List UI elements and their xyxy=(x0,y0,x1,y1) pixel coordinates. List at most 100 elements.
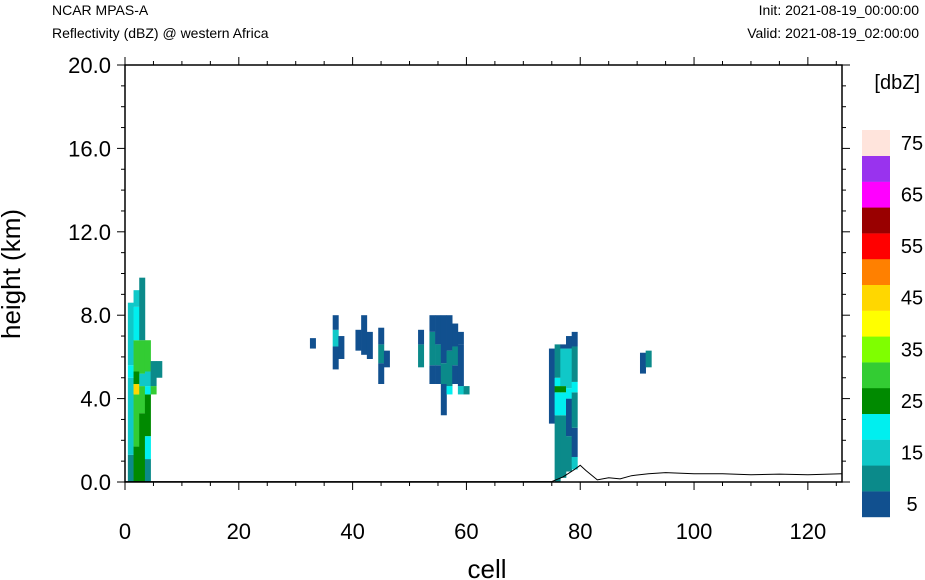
reflectivity-cell xyxy=(554,344,561,378)
reflectivity-cell xyxy=(446,315,453,351)
colorbar-label: 65 xyxy=(901,185,923,207)
x-tick-label: 80 xyxy=(568,519,592,544)
colorbar-swatch xyxy=(862,310,890,337)
colorbar-title: [dbZ] xyxy=(874,72,920,94)
reflectivity-cell xyxy=(440,384,447,416)
colorbar xyxy=(862,130,890,518)
reflectivity-cell xyxy=(378,344,385,364)
reflectivity-cell xyxy=(144,340,151,372)
reflectivity-cell xyxy=(332,315,339,330)
reflectivity-cell xyxy=(127,377,134,455)
x-tick-label: 0 xyxy=(119,519,131,544)
reflectivity-cell xyxy=(440,363,447,384)
x-tick-label: 100 xyxy=(676,519,713,544)
reflectivity-cell xyxy=(378,327,385,345)
reflectivity-cell xyxy=(144,371,151,387)
reflectivity-cell xyxy=(139,373,146,387)
reflectivity-cell xyxy=(361,315,368,355)
colorbar-label: 45 xyxy=(901,288,923,310)
y-tick-label: 8.0 xyxy=(80,303,111,328)
reflectivity-cell xyxy=(139,386,146,414)
x-axis-label: cell xyxy=(467,554,506,580)
reflectivity-cell xyxy=(457,386,464,395)
y-axis-label: height (km) xyxy=(0,209,26,339)
reflectivity-cell xyxy=(429,365,436,384)
colorbar-swatch xyxy=(862,388,890,414)
reflectivity-cell xyxy=(571,331,578,347)
model-title: NCAR MPAS-A xyxy=(52,2,149,18)
reflectivity-cell xyxy=(429,315,436,332)
reflectivity-cell xyxy=(560,348,567,387)
axis-ticks xyxy=(117,57,850,490)
reflectivity-cell xyxy=(560,392,567,416)
reflectivity-cell xyxy=(139,277,146,341)
reflectivity-cell xyxy=(571,392,578,428)
colorbar-swatch xyxy=(862,130,890,156)
colorbar-label: 5 xyxy=(906,494,917,516)
reflectivity-cell xyxy=(133,371,140,385)
reflectivity-cell xyxy=(127,365,134,378)
colorbar-label: 15 xyxy=(901,443,923,465)
reflectivity-cell xyxy=(133,394,140,447)
reflectivity-cell xyxy=(133,384,140,395)
colorbar-swatch xyxy=(862,439,890,466)
colorbar-labels: 5 15 25 35 45 55 65 75 xyxy=(901,133,923,516)
reflectivity-cell xyxy=(150,361,157,387)
reflectivity-cell xyxy=(554,415,561,482)
x-tick-label: 20 xyxy=(227,519,251,544)
reflectivity-cell xyxy=(332,329,339,347)
reflectivity-cell xyxy=(571,346,578,382)
reflectivity-cell xyxy=(566,398,572,437)
colorbar-swatch xyxy=(862,207,890,234)
reflectivity-cell xyxy=(560,344,567,349)
reflectivity-cell xyxy=(566,436,572,472)
colorbar-swatch xyxy=(862,155,890,182)
x-tick-label: 60 xyxy=(454,519,478,544)
reflectivity-cell xyxy=(309,338,316,349)
plot-frame xyxy=(124,64,843,483)
reflectivity-cell xyxy=(133,340,140,372)
reflectivity-cell xyxy=(332,346,339,370)
y-tick-labels: 0.0 4.0 8.0 12.0 16.0 20.0 xyxy=(68,53,111,495)
reflectivity-cell xyxy=(446,386,453,395)
reflectivity-cell xyxy=(571,427,578,457)
reflectivity-cell xyxy=(127,302,134,366)
colorbar-swatch xyxy=(862,259,890,285)
x-tick-labels: 0 20 40 60 80 100 120 xyxy=(119,519,826,544)
reflectivity-cell xyxy=(440,315,447,364)
reflectivity-cell xyxy=(645,350,652,368)
reflectivity-cell xyxy=(338,336,345,359)
reflectivity-cell xyxy=(144,436,151,460)
reflectivity-cell xyxy=(144,459,151,482)
reflectivity-cell xyxy=(418,329,425,345)
reflectivity-cell xyxy=(435,365,442,384)
reflectivity-cell xyxy=(452,365,459,384)
reflectivity-cell xyxy=(560,415,567,478)
reflectivity-cell xyxy=(571,456,578,470)
terrain-line xyxy=(125,464,843,483)
reflectivity-cell xyxy=(127,454,134,482)
y-tick-label: 20.0 xyxy=(68,53,111,78)
reflectivity-cell xyxy=(378,363,385,384)
reflectivity-cell xyxy=(156,361,163,378)
reflectivity-cell xyxy=(554,392,561,416)
reflectivity-cell xyxy=(452,346,459,366)
reflectivity-cell xyxy=(457,344,464,387)
reflectivity-cell xyxy=(133,306,140,341)
reflectivity-cell xyxy=(133,446,140,482)
colorbar-swatch xyxy=(862,181,890,208)
colorbar-swatch xyxy=(862,413,890,440)
reflectivity-cell xyxy=(566,388,572,399)
reflectivity-cell xyxy=(435,315,442,345)
reflectivity-cell xyxy=(554,386,561,393)
field-title: Reflectivity (dBZ) @ western Africa xyxy=(52,25,269,41)
reflectivity-cells xyxy=(127,277,652,482)
reflectivity-cell xyxy=(566,336,572,349)
reflectivity-cell xyxy=(139,413,146,482)
reflectivity-cell xyxy=(383,350,390,368)
x-tick-label: 120 xyxy=(789,519,826,544)
reflectivity-cell xyxy=(560,386,567,393)
y-tick-label: 0.0 xyxy=(80,470,111,495)
reflectivity-cell xyxy=(366,331,373,359)
